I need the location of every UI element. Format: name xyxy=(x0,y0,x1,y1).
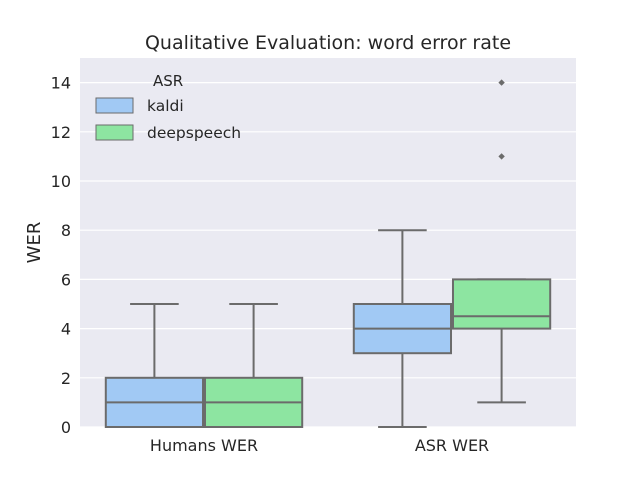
x-tick-labels: Humans WER ASR WER xyxy=(150,436,489,455)
legend-label-kaldi: kaldi xyxy=(147,97,184,115)
box-deepspeech-1 xyxy=(451,79,552,404)
legend-swatch-kaldi xyxy=(95,97,134,114)
plot-area xyxy=(80,58,576,427)
legend: ASR kaldi deepspeech xyxy=(95,72,241,142)
y-tick-label: 4 xyxy=(61,320,71,339)
box-kaldi-0 xyxy=(104,303,205,428)
y-tick-label: 10 xyxy=(51,172,71,191)
y-tick-labels: 0 2 4 6 8 10 12 14 xyxy=(51,74,71,437)
box-deepspeech-0 xyxy=(203,303,304,428)
y-tick-label: 14 xyxy=(51,74,71,93)
x-tick-label: Humans WER xyxy=(150,436,258,455)
outlier-point xyxy=(498,79,505,86)
y-axis-label: WER xyxy=(24,222,45,264)
chart-title: Qualitative Evaluation: word error rate xyxy=(145,32,511,54)
box-kaldi-1 xyxy=(352,229,453,428)
x-tick-label: ASR WER xyxy=(415,436,489,455)
y-tick-label: 8 xyxy=(61,221,71,240)
outlier-point xyxy=(498,153,505,160)
y-tick-label: 0 xyxy=(61,418,71,437)
legend-title: ASR xyxy=(153,72,183,90)
box-rect xyxy=(451,278,552,330)
legend-label-deepspeech: deepspeech xyxy=(147,124,241,142)
y-tick-label: 2 xyxy=(61,369,71,388)
legend-swatch-deepspeech xyxy=(95,124,134,141)
y-tick-label: 12 xyxy=(51,123,71,142)
boxes xyxy=(104,79,552,428)
y-tick-label: 6 xyxy=(61,270,71,289)
